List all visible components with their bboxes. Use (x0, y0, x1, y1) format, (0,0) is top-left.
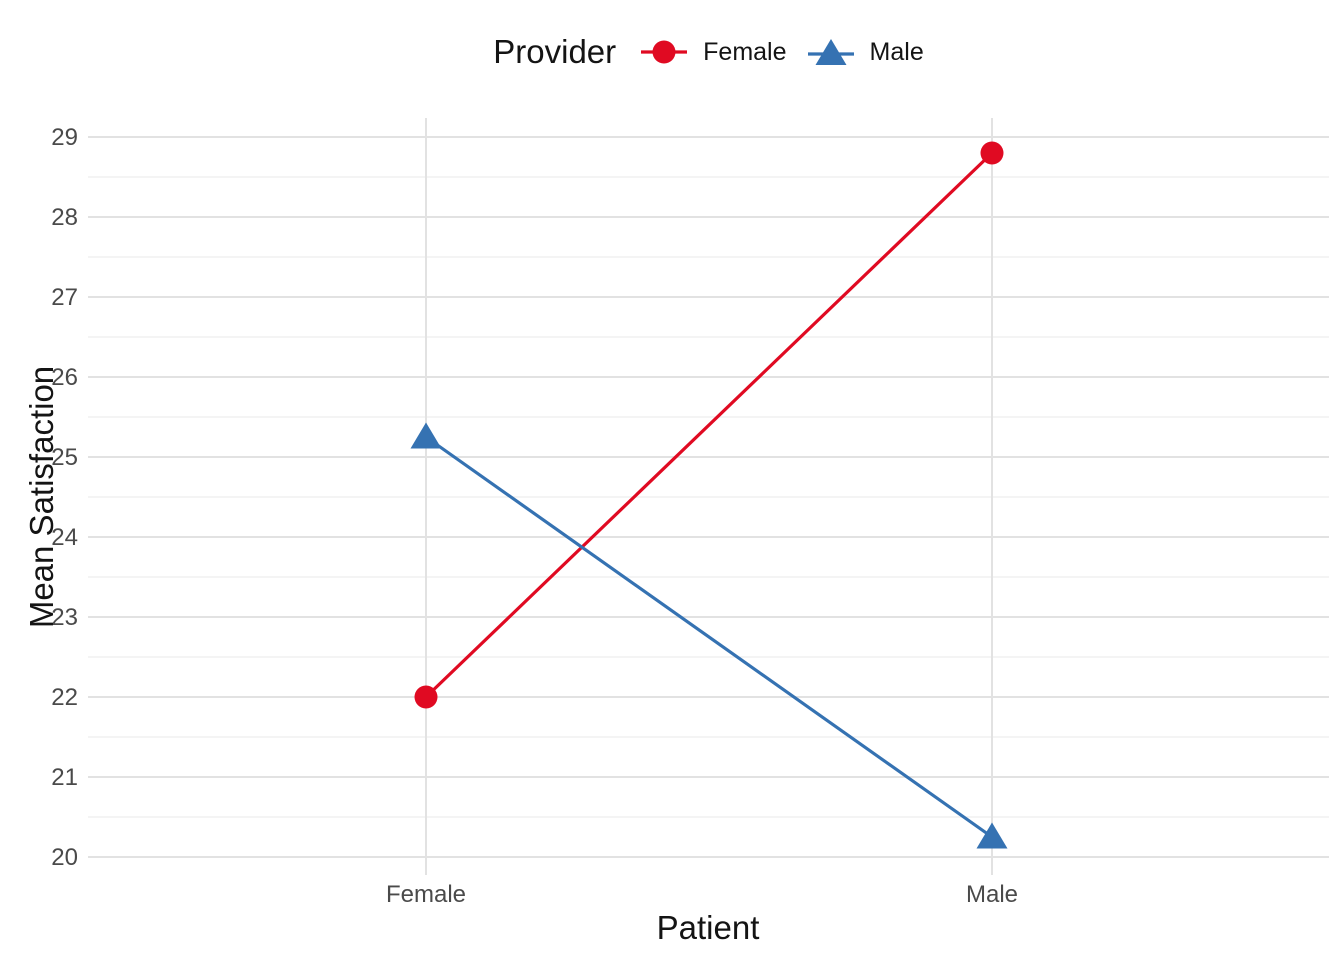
y-tick-label-22: 22 (51, 684, 78, 711)
y-tick-label-21: 21 (51, 764, 78, 791)
female-key-icon (641, 40, 688, 64)
x-tick-label-male: Male (966, 881, 1018, 908)
y-tick-label-20: 20 (51, 844, 78, 871)
legend: Provider Female Male (88, 26, 1329, 78)
legend-item-male: Male (807, 34, 924, 70)
series-line-female-provider (424, 151, 994, 699)
y-tick-label-26: 26 (51, 364, 78, 391)
y-tick-label-23: 23 (51, 604, 78, 631)
legend-item-female: Female (640, 34, 787, 70)
point-male-male (976, 822, 1008, 849)
point-female-female (414, 685, 438, 709)
legend-title: Provider (493, 33, 617, 70)
y-tick-label-27: 27 (51, 284, 78, 311)
x-tick-label-female: Female (386, 881, 466, 908)
y-tick-label-24: 24 (51, 524, 78, 551)
y-tick-label-28: 28 (51, 204, 78, 231)
legend-label-male: Male (869, 37, 924, 66)
legend-label-female: Female (703, 37, 787, 66)
point-male-female (410, 422, 442, 449)
x-axis-title: Patient (656, 909, 760, 946)
y-tick-label-25: 25 (51, 444, 78, 471)
series-line-male-provider (425, 435, 993, 839)
male-key-icon (807, 39, 854, 65)
y-axis-title: Mean Satisfaction (23, 365, 60, 629)
point-female-male (980, 141, 1004, 165)
y-tick-label-29: 29 (51, 124, 78, 151)
